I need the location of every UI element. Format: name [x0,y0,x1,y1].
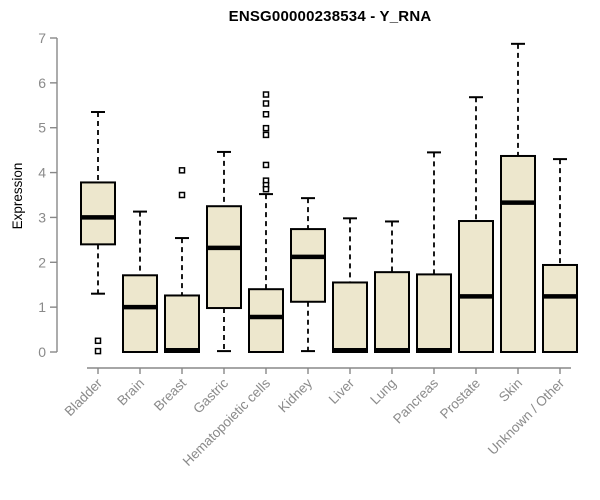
box-11 [542,263,578,353]
outlier-point [94,347,102,355]
outlier-point [262,161,270,169]
y-tick-label: 2 [38,254,46,270]
x-tick-label: Pancreas [390,375,441,426]
y-tick-label: 1 [38,299,46,315]
y-tick-label: 0 [38,344,46,360]
x-tick-label: Kidney [275,375,315,415]
x-tick-label: Brain [114,376,147,409]
x-tick-label: Bladder [62,375,106,419]
outlier-point [262,124,270,132]
outlier-point [262,131,270,139]
y-tick-label: 4 [38,165,46,181]
outlier-point [262,91,270,98]
box-7 [374,271,410,354]
box-6 [332,281,368,354]
box-9 [458,220,494,353]
x-tick-label: Unknown / Other [485,375,568,458]
y-tick-label: 5 [38,120,46,136]
outlier-point [262,111,270,118]
box-1 [122,274,158,353]
box-4 [248,288,284,354]
outlier-point [94,337,102,345]
box-10 [500,154,536,353]
x-tick-label: Breast [151,375,189,413]
outlier-point [262,100,270,107]
box-0 [80,181,116,246]
y-tick-label: 6 [38,75,46,91]
box-3 [206,205,242,310]
box-2 [164,294,200,354]
y-tick-label: 7 [38,30,46,46]
y-tick-label: 3 [38,209,46,225]
x-tick-label: Gastric [190,375,231,416]
y-axis-label: Expression [10,163,25,230]
outlier-point [262,185,270,193]
box-5 [290,228,326,303]
x-tick-label: Liver [326,375,358,407]
box-8 [416,273,452,354]
x-tick-label: Skin [496,376,525,405]
x-tick-label: Lung [367,376,399,408]
outlier-point [178,167,186,174]
x-tick-label: Prostate [437,376,483,422]
outlier-point [178,191,186,199]
chart-title: ENSG00000238534 - Y_RNA [229,8,432,25]
